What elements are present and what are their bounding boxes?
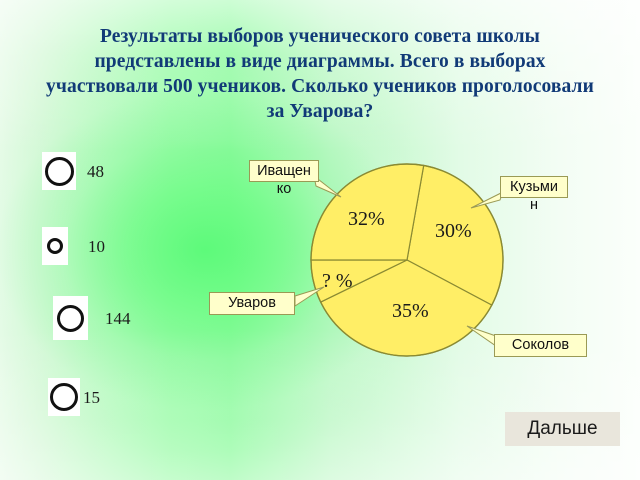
next-button[interactable]: Дальше <box>505 412 620 446</box>
answer-option-144[interactable]: 144 <box>53 296 131 340</box>
radio-circle-icon[interactable] <box>50 383 78 411</box>
callout-sokolov-text: Соколов <box>511 337 570 353</box>
pie-chart <box>310 163 504 357</box>
answer-option-label: 10 <box>88 236 105 256</box>
radio-circle-icon[interactable] <box>57 304 84 332</box>
answer-option-48[interactable]: 48 <box>42 152 104 190</box>
answer-option-15[interactable]: 15 <box>48 378 100 416</box>
answer-option-label: 48 <box>87 161 104 181</box>
answer-option-label: 144 <box>105 308 131 328</box>
callout-uvarov-text: Уваров <box>228 295 276 311</box>
callout-kuzmin: Кузьми н <box>500 176 568 213</box>
answer-option-10[interactable]: 10 <box>42 227 105 265</box>
callout-kuzmin-text: Кузьми <box>510 179 558 195</box>
radio-bullet-box <box>42 152 76 190</box>
callout-sokolov: Соколов <box>494 334 587 357</box>
answer-option-label: 15 <box>83 387 100 407</box>
radio-bullet-box <box>53 296 88 340</box>
radio-circle-icon[interactable] <box>44 156 74 186</box>
callout-kuzmin-overflow: н <box>529 197 538 213</box>
callout-ivashchenko: Иващен ко <box>249 160 319 197</box>
pie-slice-ivashchenko <box>310 163 425 261</box>
page-title: Результаты выборов ученического совета ш… <box>46 26 594 122</box>
radio-bullet-box <box>48 378 80 416</box>
callout-uvarov: Уваров <box>209 292 295 315</box>
radio-circle-icon[interactable] <box>47 238 63 254</box>
pie-slices <box>310 163 504 357</box>
radio-bullet-box <box>42 227 68 265</box>
callout-ivashchenko-text: Иващен <box>257 163 311 179</box>
callout-ivashchenko-overflow: ко <box>276 181 292 197</box>
pie-outline <box>310 163 504 357</box>
